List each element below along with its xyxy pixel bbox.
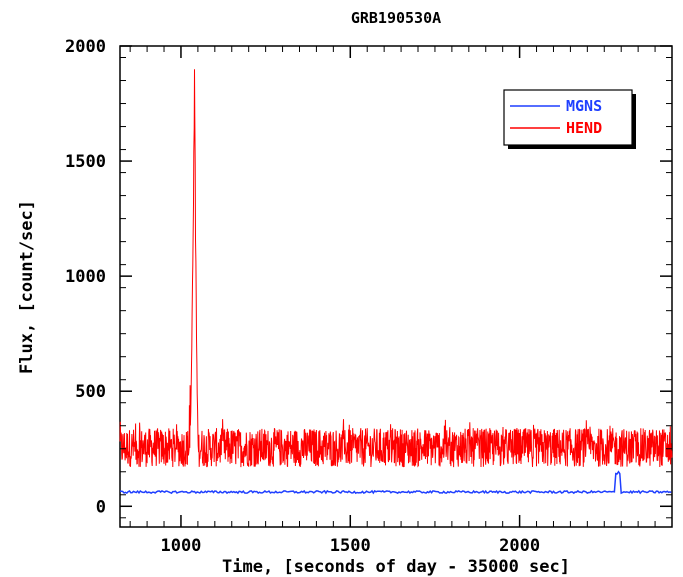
legend-label-hend: HEND (566, 119, 602, 137)
y-tick-label: 2000 (65, 37, 106, 57)
y-tick-label: 1000 (65, 267, 106, 287)
series-layer (119, 69, 673, 495)
series-hend (119, 69, 673, 468)
x-tick-label: 2000 (499, 536, 540, 556)
legend-label-mgns: MGNS (566, 97, 602, 115)
y-axis-label: Flux, [count/sec] (17, 200, 37, 374)
chart-title: GRB190530A (351, 9, 441, 27)
series-mgns (119, 470, 672, 495)
legend-box (503, 89, 633, 146)
legend: MGNS HEND (503, 89, 636, 149)
plot-area (119, 45, 673, 528)
y-tick-label: 0 (96, 497, 106, 517)
x-tick-label: 1000 (160, 536, 201, 556)
x-axis-label: Time, [seconds of day - 35000 sec] (222, 557, 570, 577)
ticks-layer: 0 500 1000 1500 2000 1000 1500 2000 (65, 37, 673, 556)
y-tick-label: 500 (75, 382, 106, 402)
x-tick-label: 1500 (330, 536, 371, 556)
y-tick-label: 1500 (65, 152, 106, 172)
